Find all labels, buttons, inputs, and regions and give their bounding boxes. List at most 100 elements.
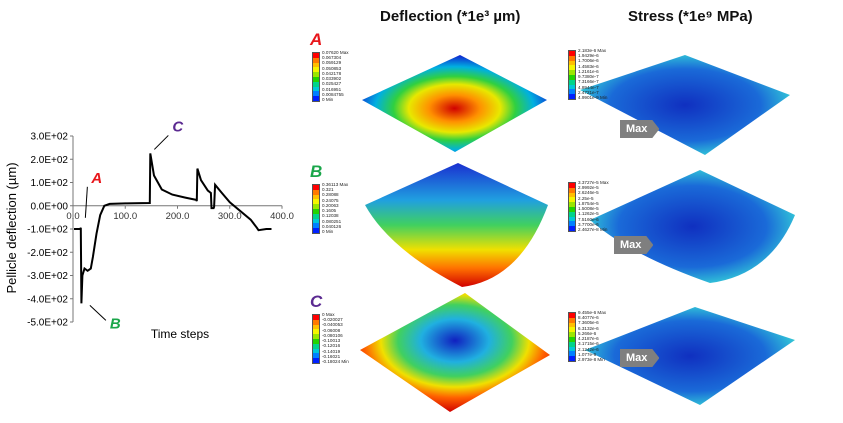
row-label-c: C	[310, 292, 323, 311]
colorbar	[312, 52, 320, 102]
annotation-b: B	[110, 315, 121, 332]
plate-a-stress	[580, 55, 790, 155]
colorbar	[312, 184, 320, 234]
y-axis-label: Pellicle deflection (µm)	[4, 162, 19, 293]
legend-value: 0.12038	[322, 213, 339, 219]
deflection-legend: 0.07620 Max 0.067304 0.059129 0.050853 0.042…	[312, 50, 349, 102]
legend-value: 3.7700e-6	[578, 221, 599, 227]
legend-value: 3.3727e-5 Max	[578, 180, 609, 185]
legend-value: 2.9992e-5	[578, 185, 599, 191]
y-tick-label: -2.0E+02	[27, 248, 68, 259]
deflection-legend: 0 Max -0.020027 -0.040053 -0.06008 -0.080106…	[312, 312, 349, 364]
stress-header: Stress (*1e⁹ MPa)	[628, 8, 753, 25]
legend-value: 2.183e-6 Max	[578, 48, 607, 53]
legend-value: 0.36113 Max	[322, 182, 349, 187]
legend-value: -0.14019	[322, 348, 341, 354]
stress-legend: 9.455e-6 Max 8.4077e-6 7.3605e-6 6.3132e-6 5…	[568, 310, 607, 362]
y-tick-label: 3.0E+02	[30, 132, 68, 143]
legend-value: 0.321	[322, 187, 334, 193]
legend-value: 0.059129	[322, 60, 342, 66]
legend-value: -0.10013	[322, 338, 341, 344]
row-label-b: B	[310, 162, 323, 181]
legend-value: 3.1715e-6	[578, 341, 599, 347]
series-line	[74, 153, 272, 304]
y-tick-label: 1.0E+02	[30, 178, 68, 189]
legend-value: 1.1262e-5	[578, 211, 599, 217]
legend-value: -0.020027	[322, 317, 343, 323]
annotation-arrow	[153, 135, 169, 150]
legend-value: 2.6246e-5	[578, 190, 599, 196]
legend-value: 0 Max	[322, 312, 335, 317]
annotation-a: A	[90, 170, 102, 187]
legend-value: 7.5160e-6	[578, 216, 599, 222]
legend-value: 6.3132e-6	[578, 325, 599, 331]
y-tick-label: -3.0E+02	[27, 271, 68, 282]
legend-value: 1.4583e-6	[578, 63, 599, 69]
y-tick-label: 0.0E+00	[30, 201, 68, 212]
legend-value: 7.3605e-6	[578, 320, 599, 326]
y-tick-label: -4.0E+02	[27, 294, 68, 305]
max-marker: Max	[614, 236, 654, 254]
y-tick-label: 2.0E+02	[30, 155, 68, 166]
legend-value: 0.025427	[322, 81, 342, 87]
legend-value: 4.9901e-9 Min	[578, 94, 608, 100]
deflection-header: Deflection (*1e³ µm)	[380, 8, 521, 25]
max-marker: Max	[620, 120, 660, 138]
legend-value: 8.4077e-6	[578, 315, 599, 321]
legend-value: -0.16021	[322, 353, 341, 359]
legend-value: 0.050853	[322, 65, 342, 71]
legend-value: 0.040126	[322, 223, 342, 229]
annotation-arrow	[84, 186, 88, 218]
legend-value: 0 Min	[322, 96, 334, 102]
legend-value: -0.12016	[322, 343, 341, 349]
fea-plates	[360, 55, 795, 412]
legend-value: 0.016951	[322, 86, 342, 92]
legend-value: 0.1605	[322, 208, 337, 214]
legend-value: 2.25e-5	[578, 195, 594, 201]
legend-value: 1.077e-6	[578, 351, 597, 357]
plate-b-stress	[590, 170, 795, 283]
legend-value: 2.4627e-8 Min	[578, 226, 608, 232]
colorbar	[568, 182, 576, 232]
legend-value: 9.455e-6 Max	[578, 310, 607, 315]
y-tick-label: -5.0E+02	[27, 318, 68, 329]
legend-value: 0.067304	[322, 55, 342, 61]
row-label-a: A	[310, 30, 323, 49]
plate-c-deflection	[360, 293, 550, 412]
legend-value: 2.973e-8 Min	[578, 356, 605, 362]
legend-value: 0 Min	[322, 228, 334, 234]
legend-value: 0.080251	[322, 218, 342, 224]
x-tick-label: 0.0	[66, 211, 79, 222]
legend-value: -0.18024 Min	[322, 358, 349, 364]
legend-value: 2.4721e-7	[578, 89, 599, 95]
plate-a-deflection	[362, 55, 547, 152]
annotation-arrow	[89, 305, 107, 321]
colorbar	[568, 312, 576, 362]
legend-value: 2.1242e-6	[578, 346, 599, 352]
legend-value: 0.042178	[322, 70, 342, 76]
deflection-chart: 3.0E+02 2.0E+02 1.0E+02 0.0E+00 -1.0E+02 -2.0…	[4, 120, 294, 340]
legend-value: 0.07620 Max	[322, 50, 349, 55]
legend-value: 4.2187e-6	[578, 336, 599, 342]
legend-value: 1.5008e-5	[578, 206, 599, 212]
x-tick-label: 400.0	[270, 211, 294, 222]
legend-value: 4.8944e-7	[578, 84, 599, 90]
legend-value: 0.20063	[322, 202, 339, 208]
legend-value: 1.8754e-5	[578, 200, 599, 206]
max-marker: Max	[620, 349, 660, 367]
legend-value: -0.06008	[322, 327, 341, 333]
plate-b-deflection	[365, 163, 548, 287]
legend-value: -0.040053	[322, 322, 343, 328]
legend-value: 7.3166e-7	[578, 79, 599, 85]
stress-legend: 3.3727e-5 Max 2.9992e-5 2.6246e-5 2.25e-5 1.…	[568, 180, 609, 232]
x-tick-label: 200.0	[166, 211, 190, 222]
colorbar	[568, 50, 576, 100]
x-tick-label: 300.0	[218, 211, 242, 222]
legend-value: 0.28088	[322, 192, 339, 198]
legend-value: 1.7006e-6	[578, 58, 599, 64]
stress-legend: 2.183e-6 Max 1.9429e-6 1.7006e-6 1.4583e-6 1…	[568, 48, 608, 100]
colorbar	[312, 314, 320, 364]
x-tick-label: 100.0	[113, 211, 137, 222]
y-tick-label: -1.0E+02	[27, 225, 68, 236]
